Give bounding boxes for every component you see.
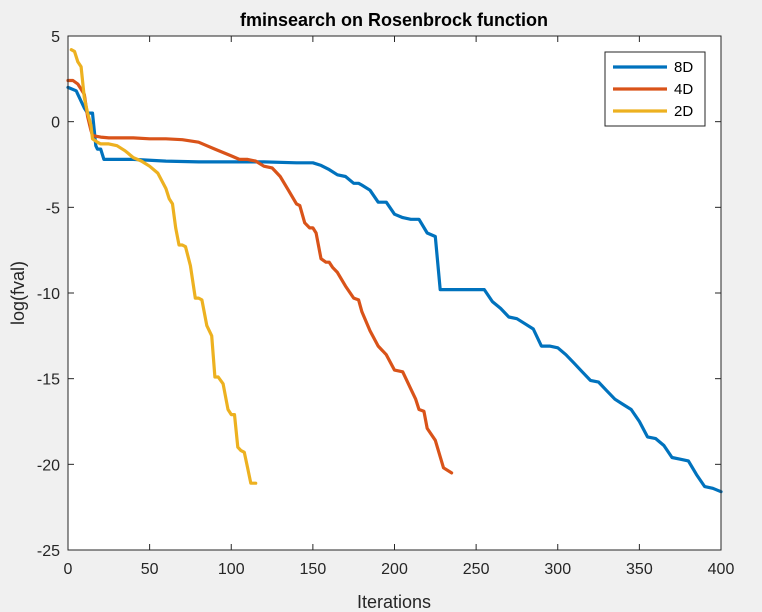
series-line-8d xyxy=(66,85,723,494)
y-tick-label: -25 xyxy=(37,543,60,560)
y-tick-label: -15 xyxy=(37,372,60,389)
legend-label-8d: 8D xyxy=(674,59,693,76)
y-tick-label: 5 xyxy=(51,29,60,46)
x-tick-label: 400 xyxy=(708,561,735,578)
x-tick-label: 0 xyxy=(64,561,73,578)
series-line-4d xyxy=(66,78,454,475)
y-tick-label: -10 xyxy=(37,286,60,303)
series-line-2d xyxy=(69,48,258,485)
x-tick-label: 250 xyxy=(463,561,490,578)
x-tick-label: 100 xyxy=(218,561,245,578)
legend-label-2d: 2D xyxy=(674,103,693,120)
chart-title: fminsearch on Rosenbrock function xyxy=(240,10,548,30)
x-tick-label: 200 xyxy=(381,561,408,578)
y-tick-label: -20 xyxy=(37,457,60,474)
x-axis-label: Iterations xyxy=(357,592,431,612)
y-tick-label: -5 xyxy=(46,200,60,217)
x-tick-label: 150 xyxy=(300,561,327,578)
y-axis-label: log(fval) xyxy=(8,261,28,325)
x-tick-label: 350 xyxy=(626,561,653,578)
y-tick-label: 0 xyxy=(51,115,60,132)
x-tick-label: 300 xyxy=(544,561,571,578)
x-tick-label: 50 xyxy=(141,561,159,578)
legend: 8D 4D 2D xyxy=(604,51,706,127)
series-layer xyxy=(66,48,723,494)
legend-label-4d: 4D xyxy=(674,81,693,98)
